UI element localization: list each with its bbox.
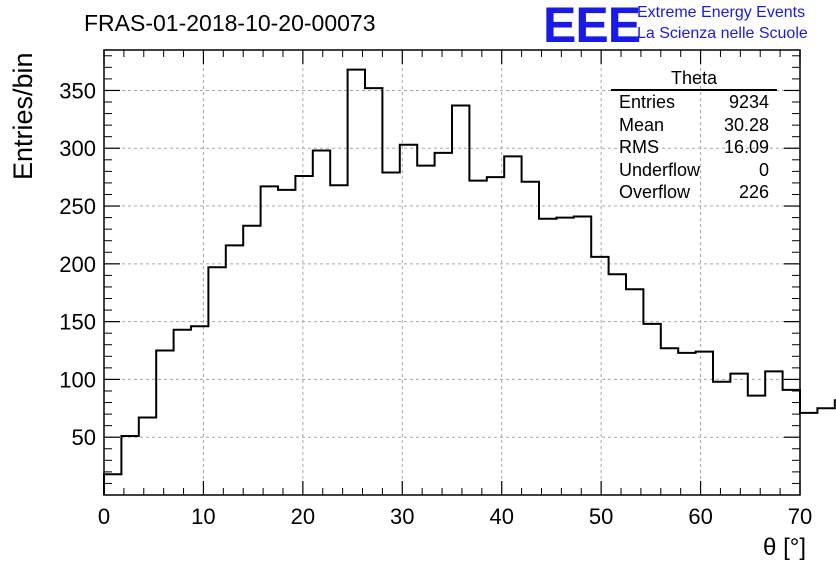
histogram-bin — [400, 145, 417, 495]
stats-value: 16.09 — [723, 137, 769, 157]
x-tick-label: 60 — [688, 504, 712, 529]
x-tick-label: 20 — [291, 504, 315, 529]
y-tick-label: 250 — [59, 194, 96, 219]
histogram-bin — [817, 408, 834, 495]
histogram-bin — [609, 274, 626, 495]
y-tick-label: 150 — [59, 310, 96, 335]
histogram-bin — [522, 182, 539, 495]
histogram-bin — [435, 153, 452, 495]
histogram-bin — [539, 219, 556, 495]
histogram-bin — [504, 156, 521, 495]
stats-label: Underflow — [619, 159, 701, 180]
grid-lines — [104, 50, 800, 495]
stats-value: 226 — [738, 182, 769, 202]
logo-line-1: Extreme Energy Events — [637, 4, 806, 21]
y-tick-label: 200 — [59, 252, 96, 277]
histogram-bin — [661, 348, 678, 495]
y-tick-label: 300 — [59, 136, 96, 161]
histogram-bin — [382, 173, 399, 495]
histogram-bin — [208, 267, 225, 495]
histogram-bin — [330, 185, 347, 495]
stats-value: 30.28 — [723, 114, 769, 135]
histogram-bin — [469, 181, 486, 495]
stats-value: 9234 — [728, 92, 769, 112]
histogram-bin — [243, 226, 260, 495]
stats-label: RMS — [619, 137, 659, 157]
histogram-line — [103, 68, 836, 495]
plot-frame — [103, 49, 801, 496]
histogram-bin — [278, 190, 295, 495]
histogram-bin — [417, 166, 434, 495]
stats-title: Theta — [611, 68, 777, 91]
histogram-bin — [574, 216, 591, 495]
histogram-bin — [765, 371, 782, 495]
histogram-bin — [643, 324, 660, 495]
histogram-bin — [191, 326, 208, 495]
stats-label: Overflow — [619, 182, 691, 202]
x-tick-label: 70 — [788, 504, 812, 529]
x-tick-label: 0 — [98, 504, 110, 529]
histogram-series — [103, 68, 836, 495]
histogram-bin — [261, 186, 278, 495]
histogram-bin — [487, 177, 504, 495]
stats-row-rms: RMS 16.09 — [611, 136, 777, 159]
histogram-bin — [591, 257, 608, 495]
histogram-bin — [365, 88, 382, 495]
stats-row-underflow: Underflow 0 — [611, 159, 777, 182]
histogram-bin — [800, 413, 817, 495]
x-tick-label: 40 — [489, 504, 513, 529]
eee-logo: EEE — [543, 0, 641, 53]
histogram-bin — [626, 289, 643, 495]
histogram-bin — [226, 245, 243, 495]
logo-line-2: La Scienza nelle Scuole — [637, 25, 808, 42]
x-axis-label: θ [°] — [763, 534, 806, 561]
histogram-bin — [678, 353, 695, 495]
stats-row-mean: Mean 30.28 — [611, 114, 777, 137]
histogram-bin — [313, 151, 330, 495]
x-tick-label: 10 — [191, 504, 215, 529]
histogram-bin — [452, 105, 469, 495]
y-tick-label: 350 — [59, 78, 96, 103]
histogram-bin — [748, 396, 765, 495]
stats-label: Mean — [619, 114, 665, 135]
histogram-bin — [295, 176, 312, 495]
histogram-bin — [121, 436, 138, 495]
histogram-bin — [556, 218, 573, 495]
axes: 0 10 20 30 40 50 60 70 50 100 150 200 250 300 350 — [59, 49, 812, 529]
x-tick-label: 30 — [390, 504, 414, 529]
y-axis-label: Entries/bin — [8, 52, 38, 180]
y-tick-label: 50 — [72, 425, 96, 450]
stats-row-overflow: Overflow 226 — [611, 181, 777, 204]
y-tick-label: 100 — [59, 367, 96, 392]
stats-row-entries: Entries 9234 — [611, 91, 777, 114]
chart-title: FRAS-01-2018-10-20-00073 — [84, 10, 376, 36]
histogram-bin — [174, 330, 191, 495]
histogram-bin — [713, 382, 730, 495]
stats-label: Entries — [619, 92, 676, 112]
histogram-bin — [730, 374, 747, 495]
stats-value: 0 — [758, 159, 769, 180]
histogram-bin — [783, 390, 800, 495]
histogram-bin — [696, 352, 713, 495]
histogram-bin — [139, 418, 156, 495]
histogram-bin — [348, 70, 365, 495]
histogram-bin — [104, 474, 121, 495]
stats-box: Theta Entries 9234 Mean 30.28 RMS 16.09 … — [611, 68, 777, 204]
x-tick-label: 50 — [589, 504, 613, 529]
histogram-bin — [156, 351, 173, 495]
